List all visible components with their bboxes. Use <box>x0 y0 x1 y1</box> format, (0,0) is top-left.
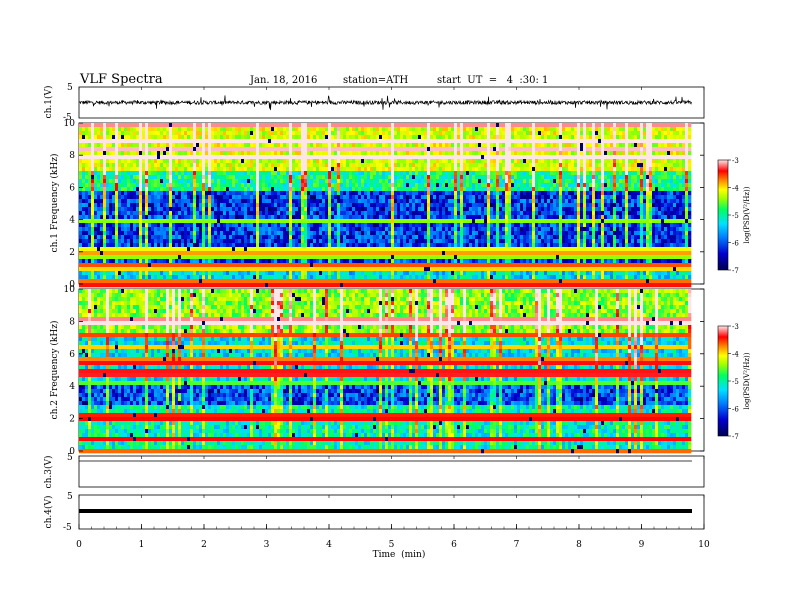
ch1-waveform-line <box>79 95 692 110</box>
colorbar-tick-label: -4 <box>732 351 739 359</box>
ch1-waveform-panel: ch.1(V) 5 -5 <box>43 83 704 123</box>
date-label: Jan. 18, 2016 <box>249 75 317 86</box>
colorbar-tick-label: -5 <box>732 378 739 386</box>
spec1-ytick-label: 2 <box>69 248 75 258</box>
ch3-v-ylabel: ch.3(V) <box>43 456 54 489</box>
colorbar-tick-label: -7 <box>732 267 739 275</box>
colorbar-tick-label: -5 <box>732 212 739 220</box>
ch3-waveform-panel: ch.3(V) 5 <box>43 453 704 488</box>
ch2-colorbar-label: log(PSD(V²/Hz)) <box>743 352 751 409</box>
spec2-ytick-label: 8 <box>69 317 75 327</box>
time-axis-tick-label: 3 <box>264 540 270 550</box>
ch2-spectrogram-image <box>79 289 691 453</box>
ch2-colorbar-gradient <box>718 326 728 436</box>
ch2-freq-ylabel: ch.2 Frequency (kHz) <box>49 321 60 420</box>
figure-title: VLF Spectra <box>79 72 163 87</box>
station-label: station=ATH <box>343 75 409 86</box>
time-axis-tick-label: 10 <box>698 540 710 550</box>
colorbar-tick-label: -6 <box>732 406 739 414</box>
colorbar-tick-label: -4 <box>732 185 739 193</box>
time-axis-tick-label: 6 <box>451 540 457 550</box>
start-time-label: start UT = 4 :30: 1 <box>437 75 548 86</box>
time-axis-tick-label: 7 <box>514 540 520 550</box>
ch1-v-tick-top: 5 <box>67 83 73 93</box>
ch1-freq-ylabel: ch.1 Frequency (kHz) <box>49 154 60 253</box>
ch4-v-tick-bottom: -5 <box>63 523 72 533</box>
ch2-colorbar: -3 -4 -5 -6 -7 log(PSD(V²/Hz)) <box>718 323 751 441</box>
spec1-ytick-label: 8 <box>69 151 75 161</box>
spec2-ytick-label: 2 <box>69 415 75 425</box>
ch1-colorbar-gradient <box>718 160 728 270</box>
time-axis-tick-label: 4 <box>326 540 332 550</box>
ch4-waveform-panel: ch.4(V) 5 -5 <box>43 492 704 533</box>
time-axis-tick-label: 8 <box>576 540 582 550</box>
time-axis-label: Time (min) <box>373 549 426 560</box>
ch4-v-ylabel: ch.4(V) <box>43 496 54 529</box>
ch1-colorbar: -3 -4 -5 -6 -7 log(PSD(V²/Hz)) <box>718 157 751 275</box>
spec1-ytick-label: 10 <box>64 119 76 129</box>
ch1-v-ylabel: ch.1(V) <box>43 86 54 119</box>
time-axis-tick-label: 0 <box>76 540 82 550</box>
ch4-v-tick-top: 5 <box>67 492 73 502</box>
spec1-ytick-label: 6 <box>69 183 75 193</box>
ch3-v-tick-top: 5 <box>67 453 73 463</box>
time-axis-tick-label: 1 <box>139 540 145 550</box>
spec2-ytick-label: 4 <box>69 382 75 392</box>
time-axis-tick-label: 2 <box>201 540 207 550</box>
spec1-ytick-label: 4 <box>69 216 75 226</box>
time-axis-tick-label: 9 <box>639 540 645 550</box>
ch1-spectrogram-image <box>79 123 691 287</box>
spec2-ytick-label: 10 <box>64 285 76 295</box>
spec2-ytick-label: 6 <box>69 350 75 360</box>
colorbar-tick-label: -6 <box>732 240 739 248</box>
colorbar-tick-label: -3 <box>732 323 739 331</box>
colorbar-tick-label: -3 <box>732 157 739 165</box>
time-axis-tick-label: 5 <box>389 540 395 550</box>
colorbar-tick-label: -7 <box>732 433 739 441</box>
ch1-colorbar-label: log(PSD(V²/Hz)) <box>743 186 751 243</box>
